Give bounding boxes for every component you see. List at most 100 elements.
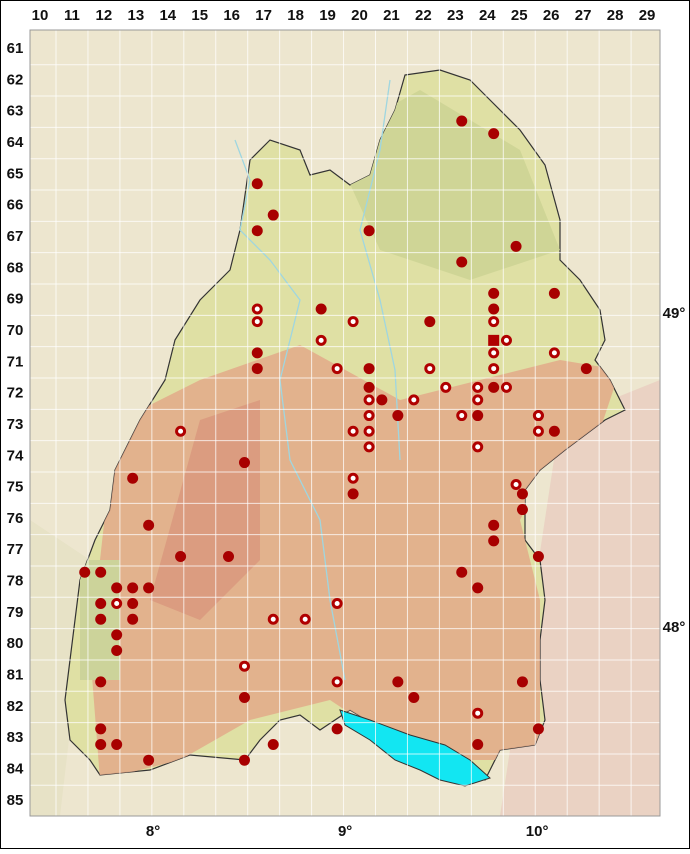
latitude-label: 48° bbox=[663, 619, 686, 636]
row-label: 73 bbox=[7, 416, 24, 433]
record-open bbox=[363, 425, 375, 437]
record-open bbox=[472, 394, 484, 406]
row-label: 66 bbox=[7, 197, 24, 214]
record-filled bbox=[408, 692, 420, 704]
record-open bbox=[175, 425, 187, 437]
record-filled bbox=[392, 410, 404, 422]
row-label: 85 bbox=[7, 792, 24, 809]
record-open bbox=[251, 303, 263, 315]
record-filled bbox=[95, 598, 107, 610]
column-label: 28 bbox=[607, 7, 624, 24]
record-open bbox=[363, 394, 375, 406]
latitude-label: 49° bbox=[663, 305, 686, 322]
record-filled bbox=[424, 316, 436, 328]
record-filled bbox=[363, 363, 375, 375]
lake bbox=[339, 709, 491, 787]
column-label: 10 bbox=[32, 7, 49, 24]
record-square bbox=[488, 334, 500, 346]
record-filled bbox=[267, 739, 279, 751]
record-filled bbox=[532, 723, 544, 735]
record-filled bbox=[363, 225, 375, 237]
record-filled bbox=[111, 582, 123, 594]
terrain bbox=[30, 30, 660, 816]
record-filled bbox=[516, 488, 528, 500]
longitude-label: 9° bbox=[338, 823, 352, 840]
record-open bbox=[347, 316, 359, 328]
record-filled bbox=[267, 209, 279, 221]
record-filled bbox=[95, 723, 107, 735]
record-filled bbox=[488, 535, 500, 547]
row-label: 76 bbox=[7, 510, 24, 527]
record-filled bbox=[143, 754, 155, 766]
column-label: 24 bbox=[479, 7, 496, 24]
column-label: 26 bbox=[543, 7, 560, 24]
record-open bbox=[363, 410, 375, 422]
record-filled bbox=[95, 613, 107, 625]
record-open bbox=[267, 613, 279, 625]
record-filled bbox=[315, 303, 327, 315]
record-open bbox=[363, 441, 375, 453]
row-label: 79 bbox=[7, 604, 24, 621]
record-filled bbox=[331, 723, 343, 735]
row-label: 74 bbox=[7, 447, 24, 464]
record-filled bbox=[127, 598, 139, 610]
row-label: 65 bbox=[7, 165, 24, 182]
record-open bbox=[347, 425, 359, 437]
record-filled bbox=[127, 613, 139, 625]
record-open bbox=[440, 381, 452, 393]
longitude-label: 8° bbox=[146, 823, 160, 840]
record-filled bbox=[488, 519, 500, 531]
record-filled bbox=[488, 287, 500, 299]
record-filled bbox=[238, 692, 250, 704]
record-filled bbox=[376, 394, 388, 406]
record-open bbox=[456, 410, 468, 422]
record-filled bbox=[79, 566, 91, 578]
column-label: 29 bbox=[639, 7, 656, 24]
record-filled bbox=[111, 739, 123, 751]
row-label: 77 bbox=[7, 541, 24, 558]
record-open bbox=[238, 660, 250, 672]
record-filled bbox=[516, 504, 528, 516]
column-label: 12 bbox=[96, 7, 113, 24]
record-open bbox=[331, 598, 343, 610]
records bbox=[79, 115, 592, 766]
row-label: 84 bbox=[7, 761, 24, 778]
record-filled bbox=[95, 566, 107, 578]
record-filled bbox=[488, 128, 500, 140]
record-filled bbox=[127, 582, 139, 594]
record-filled bbox=[456, 566, 468, 578]
record-filled bbox=[127, 472, 139, 484]
row-label: 81 bbox=[7, 667, 24, 684]
record-filled bbox=[363, 381, 375, 393]
record-filled bbox=[516, 676, 528, 688]
lowland bbox=[330, 90, 560, 280]
record-filled bbox=[472, 582, 484, 594]
record-filled bbox=[111, 645, 123, 657]
record-filled bbox=[548, 287, 560, 299]
record-filled bbox=[456, 115, 468, 127]
record-open bbox=[472, 707, 484, 719]
record-open bbox=[331, 676, 343, 688]
map-frame bbox=[29, 29, 661, 817]
column-label: 13 bbox=[128, 7, 145, 24]
row-label: 83 bbox=[7, 729, 24, 746]
record-filled bbox=[111, 629, 123, 641]
row-label: 64 bbox=[7, 134, 24, 151]
row-label: 70 bbox=[7, 322, 24, 339]
record-filled bbox=[392, 676, 404, 688]
column-label: 16 bbox=[223, 7, 240, 24]
record-filled bbox=[510, 240, 522, 252]
row-label: 68 bbox=[7, 259, 24, 276]
record-open bbox=[251, 316, 263, 328]
record-open bbox=[424, 363, 436, 375]
row-label: 72 bbox=[7, 385, 24, 402]
column-label: 22 bbox=[415, 7, 432, 24]
record-filled bbox=[238, 754, 250, 766]
surroundings-relief bbox=[30, 520, 90, 816]
longitude-label: 10° bbox=[526, 823, 549, 840]
column-label: 18 bbox=[287, 7, 304, 24]
record-open bbox=[408, 394, 420, 406]
record-open bbox=[315, 334, 327, 346]
row-label: 71 bbox=[7, 353, 24, 370]
